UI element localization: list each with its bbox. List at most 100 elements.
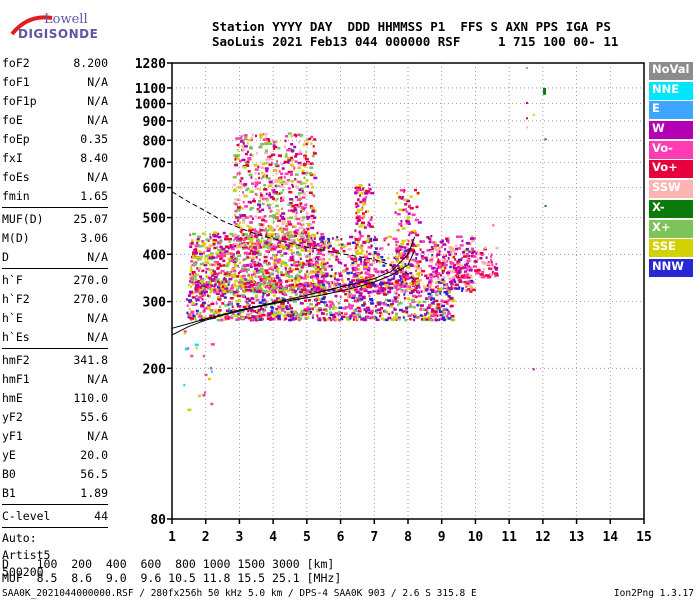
echo-point	[240, 135, 243, 138]
logo-line1: Lowell	[44, 12, 88, 27]
echo-point	[340, 247, 343, 250]
trace-curves	[171, 191, 416, 336]
echo-point	[436, 303, 441, 306]
echo-point	[258, 301, 263, 304]
echo-point	[277, 245, 280, 248]
echo-point	[368, 239, 373, 243]
echo-point	[397, 245, 400, 249]
echo-point	[465, 247, 469, 251]
echo-point	[310, 162, 314, 165]
echo-point	[254, 184, 257, 188]
echo-point	[406, 310, 409, 314]
echo-point	[446, 308, 449, 312]
echo-point	[275, 276, 280, 280]
echo-point	[412, 306, 416, 309]
echo-point	[275, 199, 277, 202]
echo-point	[275, 297, 280, 300]
echo-point	[343, 312, 348, 315]
echo-point	[267, 184, 272, 188]
echo-point	[284, 317, 288, 320]
y-tick-label: 1100	[135, 82, 166, 97]
echo-point	[242, 305, 247, 309]
echo-point	[314, 283, 319, 287]
echo-point	[294, 231, 298, 235]
echo-point	[331, 237, 334, 240]
echo-point	[208, 281, 212, 285]
echo-point	[407, 222, 411, 226]
echo-point	[190, 318, 193, 321]
echo-point-isolated	[492, 224, 495, 227]
echo-point	[284, 273, 289, 276]
echo-point	[405, 257, 409, 260]
echo-point	[445, 302, 449, 305]
echo-point	[294, 281, 297, 284]
echo-point	[269, 196, 274, 199]
echo-point	[334, 277, 336, 280]
echo-point	[289, 216, 294, 219]
echo-point	[365, 276, 368, 280]
echo-point	[375, 309, 378, 313]
param-name: yE	[2, 448, 16, 462]
echo-point	[363, 265, 368, 269]
param-row: fmin 1.65	[2, 187, 108, 206]
echo-point	[248, 247, 251, 251]
echo-point	[457, 269, 461, 272]
echo-point	[405, 306, 409, 309]
param-value: 270.0	[73, 273, 108, 287]
echo-point	[420, 273, 423, 276]
echo-point	[303, 246, 307, 249]
echo-point	[380, 248, 383, 252]
echo-point	[201, 269, 205, 273]
echo-point	[460, 274, 464, 278]
echo-point	[379, 288, 382, 292]
echo-point	[307, 262, 312, 266]
echo-point	[220, 269, 225, 273]
echo-point	[308, 137, 312, 141]
echo-point	[329, 303, 333, 307]
echo-point	[424, 313, 427, 316]
echo-point	[406, 297, 410, 300]
echo-point	[255, 309, 258, 312]
echo-point	[308, 191, 313, 194]
echo-point	[368, 188, 371, 191]
echo-point	[450, 315, 455, 318]
echo-point	[293, 208, 298, 211]
echo-point	[305, 263, 307, 266]
echo-point	[241, 158, 246, 162]
echo-point	[320, 236, 323, 239]
echo-point	[290, 173, 293, 176]
echo-point	[194, 281, 198, 284]
echo-point	[239, 305, 242, 308]
echo-point	[428, 318, 433, 322]
echo-point	[442, 281, 446, 284]
echo-point	[337, 301, 340, 304]
param-name: foF2	[2, 56, 30, 70]
echo-point	[477, 252, 481, 256]
echo-point	[228, 277, 233, 281]
echo-point	[260, 177, 263, 180]
echo-point	[305, 185, 307, 188]
echo-point	[271, 226, 274, 229]
echo-point	[250, 190, 253, 193]
echo-point	[322, 242, 327, 245]
echo-point	[305, 138, 309, 141]
echo-point	[249, 208, 253, 211]
echo-point	[275, 172, 278, 175]
echo-point	[325, 246, 329, 249]
echo-point	[443, 253, 446, 256]
echo-point	[202, 394, 206, 397]
echo-point	[415, 233, 420, 237]
echo-point	[257, 203, 261, 206]
echo-point	[205, 238, 209, 241]
echo-point	[398, 275, 402, 278]
echo-point	[274, 256, 277, 259]
echo-point	[491, 270, 494, 274]
echo-point	[283, 176, 286, 179]
echo-point	[409, 195, 413, 198]
echo-point	[272, 220, 275, 223]
echo-point	[259, 192, 262, 195]
echo-point	[464, 282, 467, 286]
echo-point	[450, 282, 453, 286]
echo-point	[196, 237, 200, 241]
echo-point	[249, 147, 253, 150]
